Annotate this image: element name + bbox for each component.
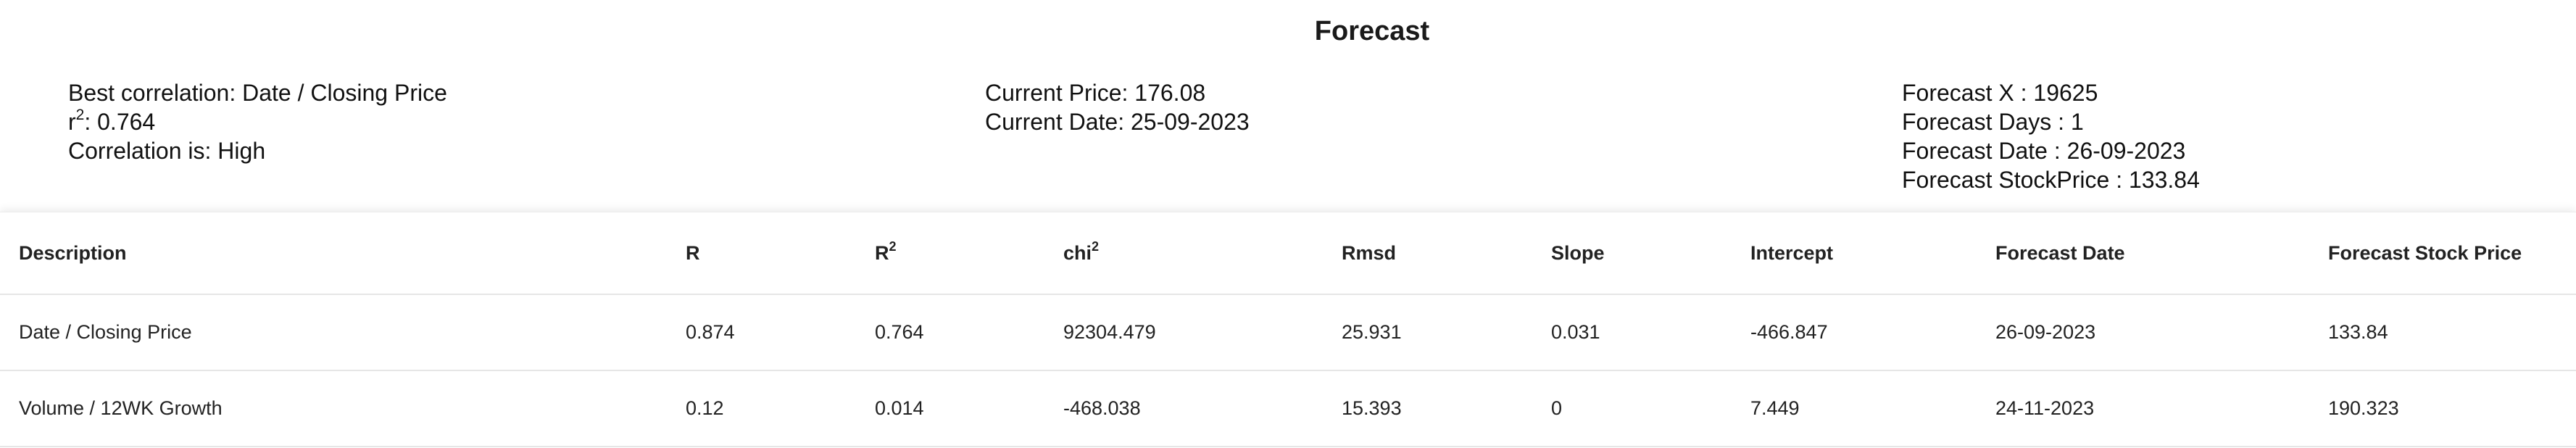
- header-intercept[interactable]: Intercept: [1732, 212, 1977, 295]
- forecast-x-text: Forecast X : 19625: [1902, 80, 2098, 106]
- table-header-row: Description R R2 chi2 Rmsd Slope Interce…: [0, 212, 2576, 295]
- forecast-table-card: Description R R2 chi2 Rmsd Slope Interce…: [0, 212, 2576, 448]
- cell-forecast-stock-price: 133.84: [2309, 294, 2576, 371]
- cell-r: 0.874: [667, 294, 856, 371]
- forecast-table: Description R R2 chi2 Rmsd Slope Interce…: [0, 212, 2576, 447]
- header-chi-squared[interactable]: chi2: [1044, 212, 1323, 295]
- cell-intercept: 7.449: [1732, 370, 1977, 447]
- correlation-summary: Best correlation: Date / Closing Price r…: [68, 78, 447, 165]
- r-squared-value: : 0.764: [84, 109, 156, 135]
- cell-description: Date / Closing Price: [0, 294, 667, 371]
- cell-rmsd: 25.931: [1323, 294, 1532, 371]
- forecast-stock-price-text: Forecast StockPrice : 133.84: [1902, 167, 2200, 193]
- current-date-text: Current Date: 25-09-2023: [985, 109, 1250, 135]
- header-description[interactable]: Description: [0, 212, 667, 295]
- r-squared-text: r2: 0.764: [68, 107, 447, 136]
- header-rmsd[interactable]: Rmsd: [1323, 212, 1532, 295]
- header-forecast-stock-price[interactable]: Forecast Stock Price: [2309, 212, 2576, 295]
- current-summary: Current Price: 176.08 Current Date: 25-0…: [985, 78, 1250, 136]
- table-row: Date / Closing Price 0.874 0.764 92304.4…: [0, 294, 2576, 371]
- header-r-squared[interactable]: R2: [856, 212, 1044, 295]
- header-chi-squared-sup: 2: [1092, 238, 1100, 254]
- cell-intercept: -466.847: [1732, 294, 1977, 371]
- header-r-squared-base: R: [875, 241, 889, 264]
- table-row: Volume / 12WK Growth 0.12 0.014 -468.038…: [0, 370, 2576, 447]
- cell-forecast-stock-price: 190.323: [2309, 370, 2576, 447]
- cell-r-squared: 0.014: [856, 370, 1044, 447]
- cell-r-squared: 0.764: [856, 294, 1044, 371]
- forecast-days-text: Forecast Days : 1: [1902, 109, 2084, 135]
- cell-slope: 0: [1532, 370, 1732, 447]
- forecast-date-text: Forecast Date : 26-09-2023: [1902, 138, 2186, 164]
- forecast-summary: Forecast X : 19625 Forecast Days : 1 For…: [1902, 78, 2200, 194]
- header-r-squared-sup: 2: [889, 238, 897, 254]
- cell-forecast-date: 26-09-2023: [1977, 294, 2309, 371]
- r-squared-label: r: [68, 109, 76, 135]
- header-r[interactable]: R: [667, 212, 856, 295]
- cell-rmsd: 15.393: [1323, 370, 1532, 447]
- header-slope[interactable]: Slope: [1532, 212, 1732, 295]
- current-price-text: Current Price: 176.08: [985, 80, 1206, 106]
- page-title: Forecast: [1314, 16, 1430, 46]
- cell-chi-squared: -468.038: [1044, 370, 1323, 447]
- cell-r: 0.12: [667, 370, 856, 447]
- cell-slope: 0.031: [1532, 294, 1732, 371]
- best-correlation-text: Best correlation: Date / Closing Price: [68, 80, 447, 106]
- correlation-strength-text: Correlation is: High: [68, 138, 266, 164]
- cell-chi-squared: 92304.479: [1044, 294, 1323, 371]
- cell-forecast-date: 24-11-2023: [1977, 370, 2309, 447]
- cell-description: Volume / 12WK Growth: [0, 370, 667, 447]
- header-chi-squared-base: chi: [1063, 241, 1092, 264]
- header-forecast-date[interactable]: Forecast Date: [1977, 212, 2309, 295]
- r-squared-superscript: 2: [75, 107, 85, 123]
